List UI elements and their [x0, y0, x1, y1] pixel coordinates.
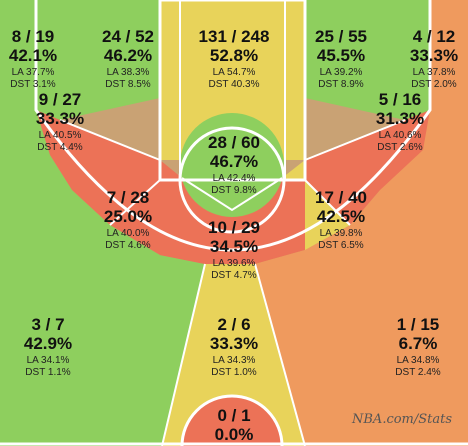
- zone-center-above-break-3-fgm-fga-label: 2 / 6: [217, 315, 250, 334]
- zone-left-baseline-mid-dst-label: DST 4.4%: [37, 142, 82, 153]
- zone-left-wing-3: [36, 0, 160, 120]
- zone-top-key-paint-la-label: LA 54.7%: [213, 67, 256, 78]
- zone-left-baseline-mid-pct-label: 33.3%: [36, 109, 84, 128]
- zone-left-corner-3: [0, 0, 36, 110]
- watermark: NBA.com/Stats: [351, 412, 452, 427]
- zone-center-above-break-3: [162, 264, 305, 446]
- zone-left-baseline-mid-fgm-fga-label: 9 / 27: [39, 90, 82, 109]
- zone-right-corner-3-pct-label: 33.3%: [410, 46, 458, 65]
- zone-right-above-break-3-la-label: LA 34.8%: [397, 355, 440, 366]
- zone-paint-non-ra: [180, 113, 284, 217]
- zone-backcourt: [182, 396, 282, 446]
- zone-left-wing-3-la-label: LA 38.3%: [107, 67, 150, 78]
- zone-left-above-break-3-pct-label: 42.9%: [24, 334, 72, 353]
- zone-center-above-break-3-dst-label: DST 1.0%: [211, 367, 256, 378]
- zone-right-elbow-mid-pct-label: 42.5%: [317, 207, 365, 226]
- zone-backcourt-pct-label: 0.0%: [215, 425, 254, 444]
- zone-right-baseline-mid-dst-label: DST 2.6%: [377, 142, 422, 153]
- zone-left-above-break-3: [0, 0, 205, 446]
- zone-right-baseline-mid-fgm-fga-label: 5 / 16: [379, 90, 422, 109]
- zone-right-above-break-3: [255, 0, 468, 446]
- zone-right-corner-3: [430, 0, 468, 110]
- zone-right-wing-3-pct-label: 45.5%: [317, 46, 365, 65]
- zone-right-elbow-mid-fgm-fga-label: 17 / 40: [315, 188, 367, 207]
- zone-paint-non-ra-dst-label: DST 9.8%: [211, 185, 256, 196]
- zone-left-wing-3-fgm-fga-label: 24 / 52: [102, 27, 154, 46]
- zone-backcourt-fgm-fga-label: 0 / 1: [217, 406, 250, 425]
- zone-left-elbow-mid-la-label: LA 40.0%: [107, 228, 150, 239]
- zone-center-above-break-3-pct-label: 33.3%: [210, 334, 258, 353]
- zone-right-baseline-mid-pct-label: 31.3%: [376, 109, 424, 128]
- zone-right-corner-3-la-label: LA 37.8%: [413, 67, 456, 78]
- zone-right-above-break-3-pct-label: 6.7%: [399, 334, 438, 353]
- zone-top-key-paint: [160, 0, 305, 160]
- zone-left-baseline-mid: [36, 110, 160, 225]
- zone-top-key-paint-fgm-fga-label: 131 / 248: [199, 27, 270, 46]
- zone-top-key-mid-la-label: LA 39.6%: [213, 258, 256, 269]
- zone-right-elbow-mid-dst-label: DST 6.5%: [318, 240, 363, 251]
- zone-left-corner-3-la-label: LA 37.7%: [12, 67, 55, 78]
- zone-right-corner-3-fgm-fga-label: 4 / 12: [413, 27, 456, 46]
- zone-left-wing-3-pct-label: 46.2%: [104, 46, 152, 65]
- zone-right-above-break-3-dst-label: DST 2.4%: [395, 367, 440, 378]
- zone-right-corner-3-dst-label: DST 2.0%: [411, 79, 456, 90]
- zone-top-key-mid-fgm-fga-label: 10 / 29: [208, 218, 260, 237]
- zone-left-corner-3-dst-label: DST 3.1%: [10, 79, 55, 90]
- zone-left-above-break-3-fgm-fga-label: 3 / 7: [31, 315, 64, 334]
- zone-center-above-break-3-la-label: LA 34.3%: [213, 355, 256, 366]
- zone-right-elbow-mid-la-label: LA 39.8%: [320, 228, 363, 239]
- zone-right-wing-3-la-label: LA 39.2%: [320, 67, 363, 78]
- zone-left-wing-3-dst-label: DST 8.5%: [105, 79, 150, 90]
- zone-paint-non-ra-pct-label: 46.7%: [210, 152, 258, 171]
- zone-left-elbow-mid-dst-label: DST 4.6%: [105, 240, 150, 251]
- zone-right-wing-3-dst-label: DST 8.9%: [318, 79, 363, 90]
- zone-left-above-break-3-dst-label: DST 1.1%: [25, 367, 70, 378]
- zone-left-corner-3-fgm-fga-label: 8 / 19: [12, 27, 55, 46]
- zone-left-elbow-mid-pct-label: 25.0%: [104, 207, 152, 226]
- zone-top-key-mid-dst-label: DST 4.7%: [211, 270, 256, 281]
- zone-top-key-paint-pct-label: 52.8%: [210, 46, 258, 65]
- zone-right-above-break-3-fgm-fga-label: 1 / 15: [397, 315, 440, 334]
- zone-left-above-break-3-la-label: LA 34.1%: [27, 355, 70, 366]
- zone-left-baseline-mid-la-label: LA 40.5%: [39, 130, 82, 141]
- zone-right-wing-3-fgm-fga-label: 25 / 55: [315, 27, 367, 46]
- zone-top-key-paint-dst-label: DST 40.3%: [209, 79, 260, 90]
- zone-paint-non-ra-fgm-fga-label: 28 / 60: [208, 133, 260, 152]
- zone-top-key-mid-pct-label: 34.5%: [210, 237, 258, 256]
- zone-right-wing-3: [305, 0, 430, 120]
- zone-right-baseline-mid: [305, 110, 430, 225]
- zone-left-corner-3-pct-label: 42.1%: [9, 46, 57, 65]
- zone-paint-non-ra-la-label: LA 42.4%: [213, 173, 256, 184]
- zone-right-baseline-mid-la-label: LA 40.6%: [379, 130, 422, 141]
- zone-left-elbow-mid-fgm-fga-label: 7 / 28: [107, 188, 150, 207]
